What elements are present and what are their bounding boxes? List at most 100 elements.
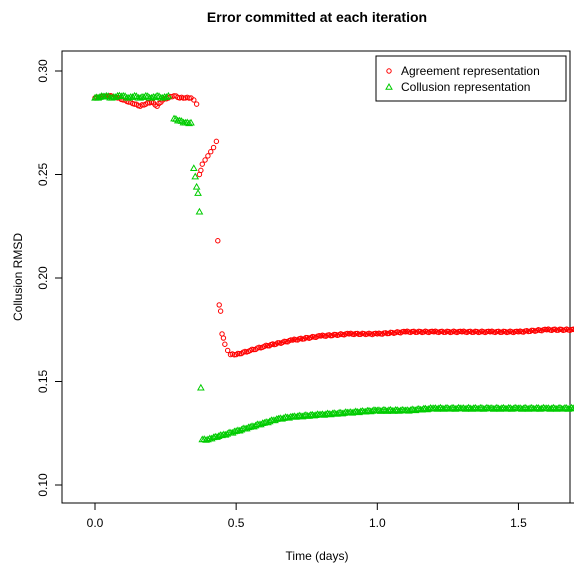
data-point bbox=[217, 308, 224, 314]
x-axis-label: Time (days) bbox=[286, 549, 349, 563]
data-point bbox=[210, 144, 217, 151]
data-point bbox=[94, 93, 103, 101]
data-point bbox=[191, 97, 197, 103]
data-point bbox=[193, 101, 200, 107]
data-point bbox=[117, 92, 126, 100]
y-tick-label: 0.30 bbox=[36, 59, 50, 83]
x-tick-label: 1.5 bbox=[510, 516, 527, 530]
data-point bbox=[527, 403, 536, 411]
data-point bbox=[303, 334, 309, 341]
data-point bbox=[499, 403, 508, 411]
data-point bbox=[441, 329, 447, 335]
data-point bbox=[180, 95, 187, 101]
data-point bbox=[205, 153, 211, 159]
legend-marker-0 bbox=[386, 68, 392, 74]
y-tick-label: 0.15 bbox=[36, 369, 50, 393]
data-point bbox=[534, 404, 543, 411]
legend-label-1: Collusion representation bbox=[401, 80, 530, 94]
plot-area bbox=[61, 50, 571, 504]
data-point bbox=[483, 403, 491, 411]
data-point bbox=[380, 405, 388, 413]
data-point bbox=[414, 404, 423, 412]
x-tick-label: 1.0 bbox=[369, 516, 386, 530]
data-point bbox=[567, 403, 574, 411]
data-point bbox=[443, 403, 451, 411]
data-point bbox=[202, 157, 208, 163]
chart-title: Error committed at each iteration bbox=[207, 9, 427, 25]
data-point bbox=[195, 207, 204, 215]
data-point bbox=[139, 102, 145, 108]
data-point bbox=[469, 329, 475, 335]
data-point bbox=[521, 403, 529, 411]
data-point bbox=[330, 409, 338, 416]
data-point bbox=[215, 238, 221, 244]
series-layer bbox=[91, 91, 574, 443]
legend-box bbox=[375, 55, 567, 102]
x-tick-label: 0.0 bbox=[87, 516, 104, 530]
data-point bbox=[356, 331, 362, 338]
data-point bbox=[497, 329, 503, 335]
data-point bbox=[220, 335, 227, 341]
data-point bbox=[398, 405, 407, 413]
data-point bbox=[185, 119, 193, 127]
data-point bbox=[471, 403, 480, 411]
data-point bbox=[408, 405, 417, 413]
data-point bbox=[449, 404, 458, 411]
y-tick-label: 0.25 bbox=[36, 162, 50, 186]
y-axis-label: Collusion RMSD bbox=[11, 233, 25, 321]
data-point bbox=[556, 403, 564, 411]
data-point bbox=[213, 138, 220, 145]
data-point bbox=[539, 403, 548, 411]
data-point bbox=[562, 404, 571, 411]
data-point bbox=[553, 327, 560, 333]
data-point bbox=[323, 409, 332, 417]
data-point bbox=[191, 172, 200, 180]
data-point bbox=[183, 118, 192, 126]
series-0 bbox=[92, 92, 574, 358]
data-point bbox=[351, 407, 360, 415]
data-point bbox=[224, 347, 231, 354]
data-point bbox=[194, 189, 202, 196]
data-point bbox=[199, 161, 205, 167]
legend: Agreement representation Collusion repres… bbox=[375, 55, 567, 102]
data-point bbox=[213, 433, 221, 440]
data-point bbox=[572, 327, 574, 333]
data-point bbox=[506, 404, 515, 411]
data-point bbox=[493, 403, 501, 411]
data-point bbox=[549, 403, 558, 411]
data-point bbox=[265, 343, 271, 349]
data-point bbox=[393, 406, 402, 413]
data-point bbox=[200, 435, 209, 442]
data-point bbox=[358, 407, 367, 414]
data-point bbox=[302, 411, 310, 418]
data-point bbox=[478, 404, 486, 411]
y-axis: 0.10 0.15 0.20 0.25 0.30 bbox=[36, 59, 63, 497]
y-tick-label: 0.10 bbox=[36, 473, 50, 497]
y-tick-label: 0.20 bbox=[36, 266, 50, 290]
data-point bbox=[208, 149, 214, 155]
data-point bbox=[216, 302, 222, 308]
data-point bbox=[386, 405, 395, 413]
data-point bbox=[511, 403, 519, 411]
data-point bbox=[164, 91, 173, 99]
data-point bbox=[222, 341, 228, 347]
data-point bbox=[197, 383, 205, 391]
legend-marker-1 bbox=[385, 82, 393, 90]
data-point bbox=[186, 95, 192, 101]
data-point bbox=[162, 93, 171, 100]
data-point bbox=[187, 118, 195, 126]
data-point bbox=[192, 182, 201, 190]
data-point bbox=[571, 405, 574, 412]
data-point bbox=[454, 403, 463, 411]
data-point bbox=[412, 329, 419, 335]
data-point bbox=[189, 164, 198, 172]
data-point bbox=[198, 167, 204, 174]
data-point bbox=[464, 403, 473, 411]
legend-label-0: Agreement representation bbox=[401, 64, 540, 78]
x-axis: 0.00.51.01.52.02.53.0 bbox=[87, 502, 574, 530]
data-point bbox=[295, 411, 304, 419]
series-1 bbox=[91, 91, 574, 443]
x-tick-label: 0.5 bbox=[228, 516, 245, 530]
data-point bbox=[436, 403, 445, 411]
